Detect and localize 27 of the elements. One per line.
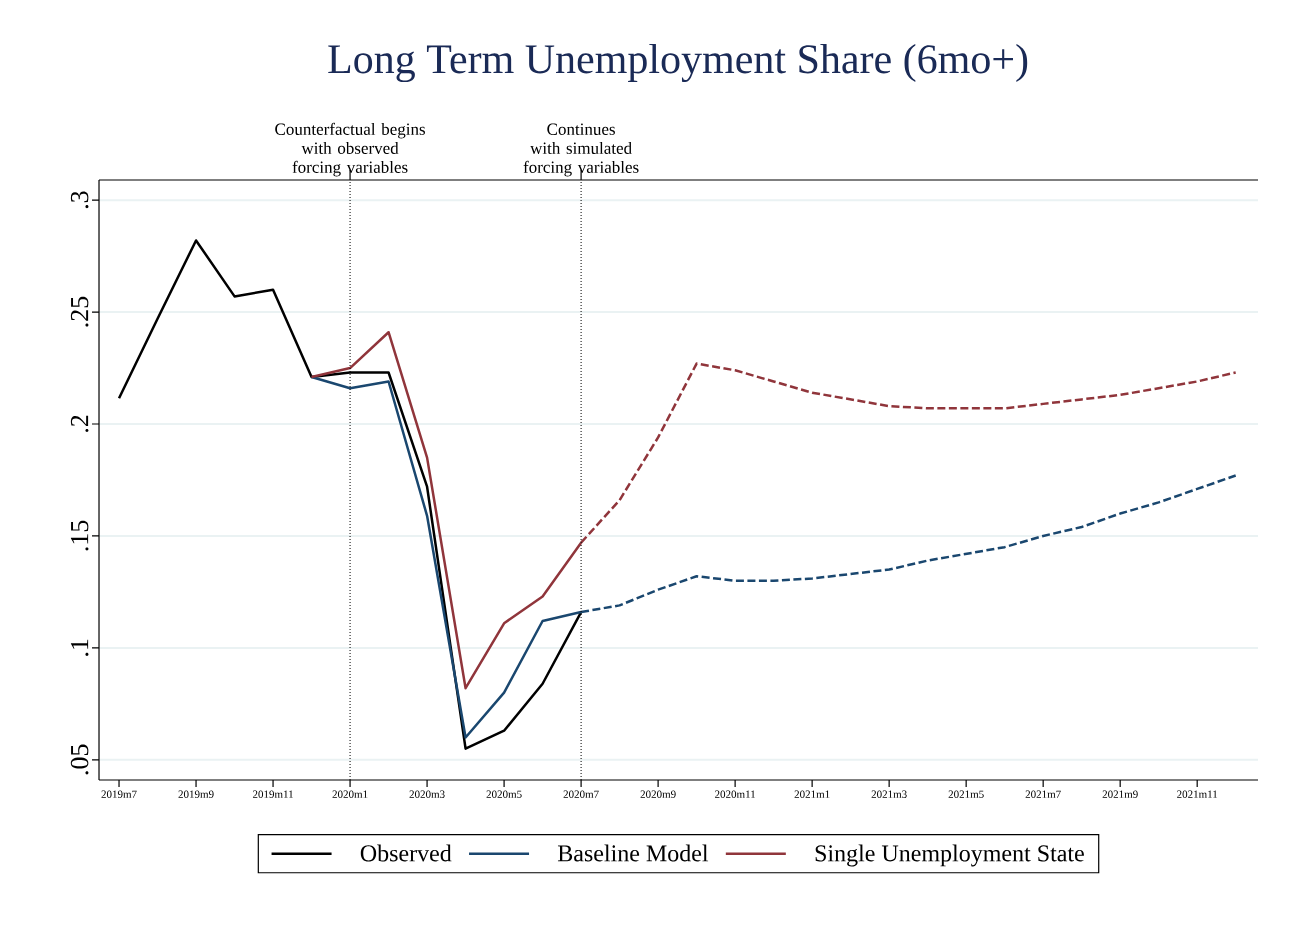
x-tick-label: 2021m11 bbox=[1177, 790, 1218, 798]
y-tick-label: .05 bbox=[70, 744, 89, 775]
x-tick-label: 2020m7 bbox=[563, 790, 599, 798]
x-tick-label: 2019m9 bbox=[178, 790, 214, 798]
x-tick-label: 2020m5 bbox=[486, 790, 522, 798]
x-tick-label: 2020m3 bbox=[409, 790, 445, 798]
y-tick-label: .15 bbox=[70, 520, 89, 551]
legend-label: Observed bbox=[360, 844, 452, 862]
y-tick-label: .3 bbox=[70, 191, 89, 209]
x-tick-label: 2020m11 bbox=[715, 790, 756, 798]
x-tick-label: 2020m9 bbox=[640, 790, 676, 798]
ref-line-label: Continues with simulated forcing variables bbox=[523, 123, 639, 177]
x-tick-label: 2021m7 bbox=[1025, 790, 1061, 798]
x-tick-label: 2021m5 bbox=[948, 790, 984, 798]
y-tick-label: .1 bbox=[70, 639, 89, 656]
x-tick-label: 2021m1 bbox=[794, 790, 830, 798]
x-tick-label: 2021m9 bbox=[1102, 790, 1138, 798]
x-tick-label: 2020m1 bbox=[332, 790, 368, 798]
ref-line-label: Counterfactual begins with observed forcing variables bbox=[275, 122, 425, 177]
x-tick-label: 2021m3 bbox=[871, 790, 907, 798]
legend-label: Single Unemployment State bbox=[815, 844, 1084, 867]
x-tick-label: 2019m7 bbox=[101, 790, 137, 798]
chart-title: Long Term Unemployment Share (6mo+) bbox=[328, 43, 1028, 83]
x-tick-label: 2019m11 bbox=[252, 790, 293, 798]
y-tick-label: .2 bbox=[70, 415, 89, 433]
legend-label: Baseline Model bbox=[557, 844, 709, 862]
y-tick-label: .25 bbox=[70, 296, 89, 327]
